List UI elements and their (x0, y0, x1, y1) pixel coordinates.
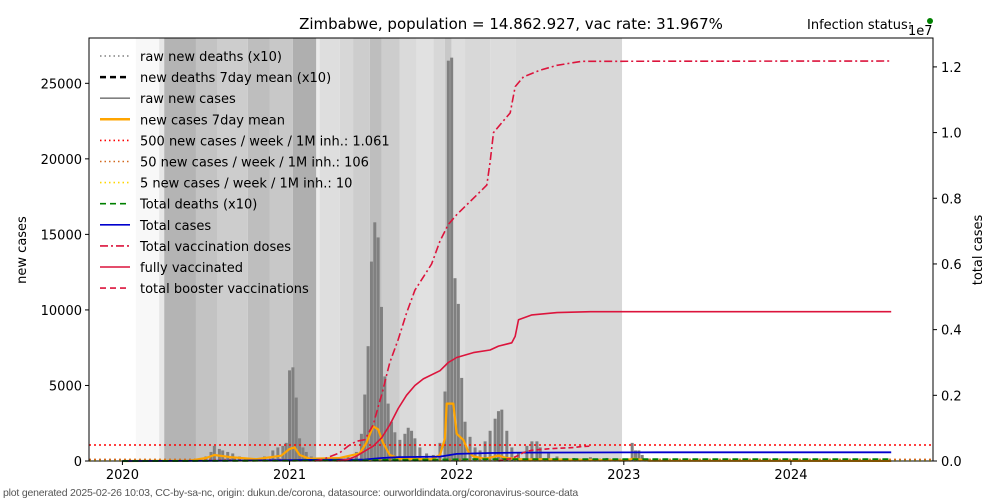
legend-label: Total cases (139, 219, 211, 234)
right-tick-label: 0.2 (941, 389, 962, 404)
legend-label: 5 new cases / week / 1M inh.: 10 (140, 177, 352, 192)
bar-raw-new-cases-56 (469, 437, 472, 461)
legend-label: new cases 7day mean (140, 113, 285, 128)
bar-raw-new-cases-21 (298, 438, 301, 461)
right-axis-multiplier: 1e7 (908, 24, 933, 39)
bar-raw-new-cases-51 (450, 58, 453, 461)
right-tick-label: 1.0 (941, 127, 962, 142)
left-tick-label: 0 (74, 455, 82, 470)
bar-raw-new-cases-18 (288, 370, 291, 461)
left-tick-label: 25000 (41, 77, 82, 92)
bar-raw-new-cases-61 (494, 419, 497, 461)
x-tick-label: 2023 (607, 468, 640, 483)
right-tick-label: 0.6 (941, 258, 962, 273)
chart-title: Zimbabwe, population = 14.862.927, vac r… (299, 15, 723, 33)
background-band-16 (417, 38, 434, 461)
legend-label: raw new cases (140, 92, 236, 107)
background-band-20 (465, 38, 490, 461)
bar-raw-new-cases-50 (447, 61, 450, 461)
background-band-0 (89, 38, 136, 461)
right-axis-label: total cases (971, 215, 986, 286)
left-tick-label: 20000 (41, 153, 82, 168)
bar-raw-new-cases-15 (276, 447, 279, 461)
bar-raw-new-cases-64 (505, 431, 508, 461)
background-band-9 (316, 38, 319, 461)
x-tick-label: 2021 (273, 468, 306, 483)
background-band-10 (320, 38, 340, 461)
left-tick-label: 15000 (41, 228, 82, 243)
x-axis-ticks: 2020 2021 2022 2023 2024 (106, 461, 808, 483)
left-tick-label: 5000 (49, 379, 82, 394)
bar-raw-new-cases-22 (301, 447, 304, 461)
background-band-15 (400, 38, 417, 461)
left-axis-label: new cases (15, 216, 30, 284)
background-band-21 (490, 38, 515, 461)
legend-label: 50 new cases / week / 1M inh.: 106 (140, 156, 369, 171)
right-tick-label: 0.8 (941, 192, 962, 207)
bar-raw-new-cases-54 (460, 378, 463, 461)
bar-raw-new-cases-33 (373, 222, 376, 461)
right-tick-label: 1.2 (941, 61, 962, 76)
right-tick-label: 0.4 (941, 324, 962, 339)
x-tick-label: 2024 (774, 468, 807, 483)
left-axis-ticks: 0 5000 10000 15000 20000 25000 (41, 77, 89, 470)
right-tick-label: 0.0 (941, 455, 962, 470)
legend-label: total booster vaccinations (140, 282, 309, 297)
legend-label: fully vaccinated (140, 261, 243, 276)
x-tick-label: 2020 (106, 468, 139, 483)
background-band-22 (515, 38, 622, 461)
infection-status-label: Infection status: (807, 18, 912, 33)
legend-label: 500 new cases / week / 1M inh.: 1.061 (140, 134, 390, 149)
background-band-23 (622, 38, 933, 461)
footer-credit: plot generated 2025-02-26 10:03, CC-by-s… (3, 487, 578, 499)
background-band-11 (340, 38, 353, 461)
background-band-17 (433, 38, 445, 461)
right-axis-ticks: 0.0 0.2 0.4 0.6 0.8 1.0 1.2 (933, 61, 962, 470)
legend-label: Total deaths (x10) (139, 198, 257, 213)
legend-label: new deaths 7day mean (x10) (140, 71, 331, 86)
left-tick-label: 10000 (41, 304, 82, 319)
x-tick-label: 2022 (440, 468, 473, 483)
legend-label: Total vaccination doses (139, 240, 291, 255)
legend-label: raw new deaths (x10) (140, 50, 282, 65)
